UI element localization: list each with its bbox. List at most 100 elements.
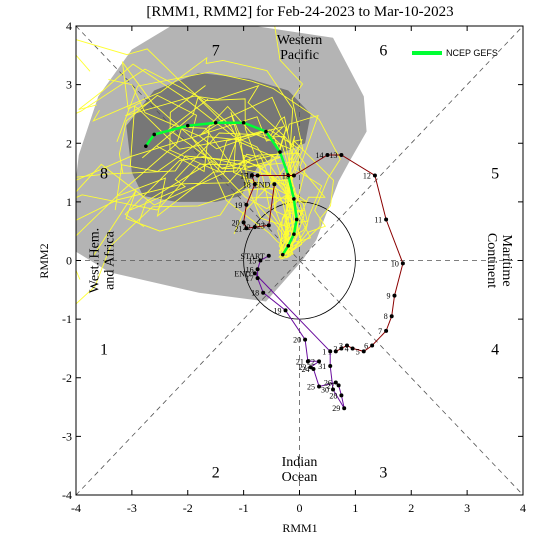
y-axis-label: RMM2 bbox=[37, 243, 51, 278]
observed-point bbox=[342, 406, 347, 411]
observed-day-label: 16 bbox=[246, 265, 254, 274]
observed-point bbox=[250, 173, 255, 178]
gefs-mean-point bbox=[286, 244, 291, 248]
observed-point bbox=[291, 173, 296, 178]
observed-point bbox=[255, 173, 260, 178]
observed-point bbox=[258, 258, 263, 263]
phase-number: 4 bbox=[491, 341, 499, 358]
observed-day-label: 20 bbox=[232, 218, 240, 227]
ensemble-member-line bbox=[129, 116, 323, 255]
observed-point bbox=[350, 346, 355, 351]
observed-day-label: 4 bbox=[345, 344, 349, 353]
y-tick-label: -4 bbox=[62, 488, 72, 502]
observed-point bbox=[400, 261, 405, 266]
y-tick-label: -3 bbox=[62, 429, 72, 443]
phase-number: 2 bbox=[212, 465, 220, 482]
phase-guides bbox=[75, 25, 524, 496]
observed-day-label: 29 bbox=[332, 404, 340, 413]
gefs-mean-point bbox=[152, 132, 157, 137]
y-tick-label: -2 bbox=[62, 371, 72, 385]
observed-day-label: 16 bbox=[246, 171, 254, 180]
observed-day-label: 26 bbox=[324, 378, 332, 387]
observed-day-label: END bbox=[234, 269, 251, 278]
ensemble-member-line bbox=[156, 96, 326, 253]
observed-day-label: 18 bbox=[243, 180, 251, 189]
observed-day-label: 9 bbox=[386, 292, 390, 301]
ensemble-member-line bbox=[233, 138, 334, 254]
observed-point bbox=[244, 202, 249, 207]
observed-day-label: 22 bbox=[307, 357, 315, 366]
region-label-line: Ocean bbox=[282, 470, 318, 485]
x-tick-label: 2 bbox=[408, 501, 414, 515]
observed-day-label: 7 bbox=[378, 327, 382, 336]
observed-day-label: 8 bbox=[384, 312, 388, 321]
region-label-line: Indian bbox=[282, 455, 318, 470]
observed-point bbox=[305, 359, 310, 364]
observed-point bbox=[384, 217, 389, 222]
x-tick-label: -3 bbox=[127, 501, 137, 515]
observed-point bbox=[272, 182, 277, 187]
phase-number: 8 bbox=[100, 166, 108, 183]
observed-point bbox=[328, 364, 333, 369]
observed-point bbox=[339, 152, 344, 157]
observed-point bbox=[255, 276, 260, 281]
text-layer: [RMM1, RMM2] for Feb-24-2023 to Mar-10-2… bbox=[37, 4, 526, 535]
observed-point bbox=[283, 308, 288, 313]
observed-day-label: 22 bbox=[243, 223, 251, 232]
observed-day-label: 30 bbox=[321, 385, 329, 394]
observed-point bbox=[244, 226, 249, 231]
region-label-line: Western bbox=[277, 33, 323, 48]
ensemble-member-line bbox=[76, 68, 294, 260]
phase-number: 1 bbox=[100, 341, 108, 358]
x-tick-label: -1 bbox=[239, 501, 249, 515]
observed-day-label: 24 bbox=[301, 365, 309, 374]
plot-frame bbox=[75, 25, 524, 496]
observed-day-label: 25 bbox=[307, 383, 315, 392]
ensemble-member-line bbox=[76, 152, 300, 254]
observed-day-label: END bbox=[254, 180, 271, 189]
observed-day-label: 14 bbox=[315, 151, 323, 160]
ensemble-member-line bbox=[167, 98, 289, 255]
observed-point bbox=[266, 253, 271, 258]
observed-point bbox=[252, 182, 257, 187]
observed-day-label: 28 bbox=[329, 391, 337, 400]
observed-point bbox=[317, 359, 322, 364]
observed-point bbox=[344, 343, 349, 348]
ensemble-member-line bbox=[121, 60, 290, 255]
ensemble-member-line bbox=[92, 56, 297, 253]
observed-point bbox=[384, 328, 389, 333]
observed-day-label: 23 bbox=[257, 221, 265, 230]
gefs-mean-point bbox=[213, 120, 218, 125]
observed-point bbox=[303, 337, 308, 342]
observed-day-label: 5 bbox=[356, 347, 360, 356]
observed-day-label: 13 bbox=[329, 151, 337, 160]
observed-point bbox=[331, 387, 336, 392]
observed-point bbox=[392, 293, 397, 298]
chart-title: [RMM1, RMM2] for Feb-24-2023 to Mar-10-2… bbox=[146, 4, 453, 20]
region-label-line: Pacific bbox=[280, 48, 319, 63]
y-tick-label: 4 bbox=[66, 19, 72, 33]
ensemble-member-line bbox=[114, 112, 308, 252]
observed-day-label: 27 bbox=[327, 381, 335, 390]
observed-point bbox=[266, 223, 271, 228]
observed-point bbox=[361, 349, 366, 354]
gefs-mean-point bbox=[278, 150, 282, 154]
gefs-mean-point bbox=[185, 123, 190, 128]
observed-day-label: 20 bbox=[293, 336, 301, 345]
gefs-mean-point bbox=[264, 129, 268, 134]
observed-day-label: 19 bbox=[274, 306, 282, 315]
y-tick-label: 2 bbox=[66, 136, 72, 150]
x-tick-label: 3 bbox=[464, 501, 470, 515]
observed-day-label: 21 bbox=[234, 224, 242, 233]
observed-day-label: 21 bbox=[296, 357, 304, 366]
observed-point bbox=[339, 393, 344, 398]
observed-day-label: START bbox=[241, 252, 265, 261]
observed-day-label: 18 bbox=[251, 289, 259, 298]
observed-series-layer: 1234567891011121314151617181920212223END… bbox=[232, 151, 405, 413]
observed-day-label: 17 bbox=[246, 274, 254, 283]
